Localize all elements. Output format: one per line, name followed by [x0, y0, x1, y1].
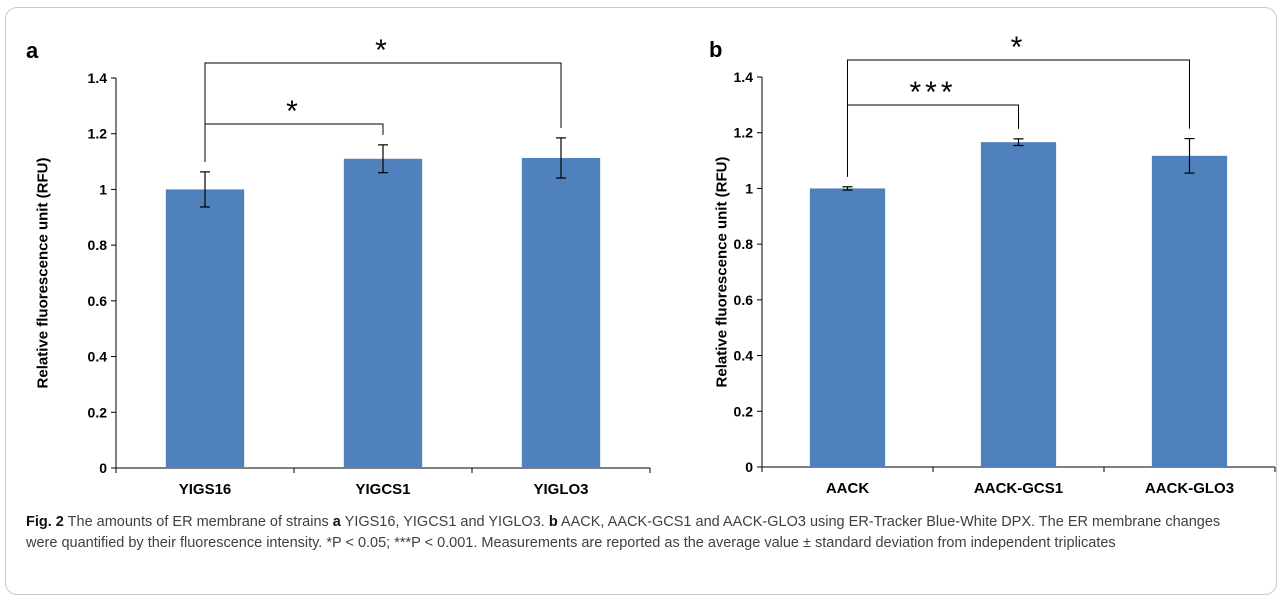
category-label-b-2: AACK-GLO3 [1145, 480, 1234, 497]
caption-panel-b: b [548, 514, 558, 530]
bar-b-1 [980, 142, 1057, 467]
significance-bracket-a-0 [204, 123, 384, 162]
y-tick-label-b-0: 0 [745, 459, 753, 475]
significance-label-a-1: * [375, 34, 391, 67]
significance-bracket-b-1 [847, 59, 1190, 177]
bar-b-2 [1151, 155, 1228, 468]
y-tick-label-b-3: 0.6 [734, 292, 754, 308]
figure-caption: Fig. 2 The amounts of ER membrane of str… [26, 512, 1251, 554]
significance-label-b-0: *** [909, 76, 956, 109]
caption-text-1: The amounts of ER membrane of strains [63, 514, 333, 530]
y-tick-label-b-6: 1.2 [734, 125, 754, 141]
category-label-b-1: AACK-GCS1 [974, 480, 1063, 497]
bar-b-0 [809, 188, 886, 467]
category-label-a-1: YIGCS1 [355, 481, 410, 498]
bar-a-2 [521, 157, 601, 468]
category-label-a-0: YIGS16 [179, 481, 232, 498]
significance-label-b-1: * [1011, 31, 1027, 64]
significance-bracket-a-1 [204, 62, 562, 162]
category-label-a-2: YIGLO3 [533, 481, 588, 498]
y-tick-label-a-5: 1 [99, 181, 107, 197]
y-tick-label-b-7: 1.4 [734, 69, 754, 85]
panel-label-a: a [26, 38, 39, 63]
y-tick-label-a-6: 1.2 [88, 126, 108, 142]
y-tick-label-a-0: 0 [99, 460, 107, 476]
caption-fig-label: Fig. 2 [26, 514, 64, 530]
y-axis-label-a: Relative fluorescence unit (RFU) [35, 158, 52, 389]
y-axis-label-b: Relative fluorescence unit (RFU) [714, 157, 731, 388]
panel-label-b: b [709, 37, 722, 62]
y-tick-label-a-1: 0.2 [88, 404, 108, 420]
y-tick-label-b-2: 0.4 [734, 348, 754, 364]
bar-a-1 [343, 158, 423, 469]
y-tick-label-a-7: 1.4 [88, 70, 108, 86]
y-tick-label-b-5: 1 [745, 180, 753, 196]
caption-text-2: YIGS16, YIGCS1 and YIGLO3. [340, 514, 549, 530]
y-tick-label-a-2: 0.4 [88, 349, 108, 365]
caption-text-3: AACK, AACK-GCS1 and AACK-GLO3 using ER-T… [26, 514, 1221, 551]
category-label-b-0: AACK [826, 480, 869, 497]
y-tick-label-b-4: 0.8 [734, 236, 754, 252]
y-tick-label-a-3: 0.6 [88, 293, 108, 309]
figure-frame [5, 7, 1277, 595]
y-tick-label-a-4: 0.8 [88, 237, 108, 253]
bar-a-0 [165, 189, 245, 468]
significance-label-a-0: * [286, 95, 302, 128]
y-tick-label-b-1: 0.2 [734, 403, 754, 419]
caption-panel-a: a [332, 514, 341, 530]
